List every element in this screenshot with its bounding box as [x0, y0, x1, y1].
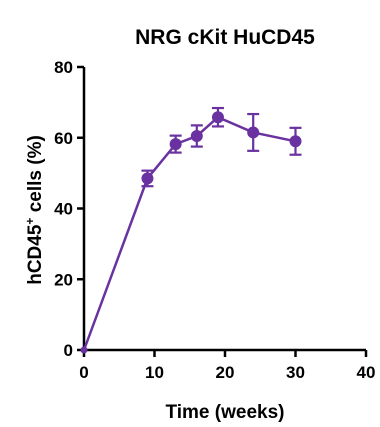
x-tick-label: 30	[286, 363, 305, 382]
data-point	[141, 172, 154, 185]
y-tick-label: 60	[54, 129, 73, 148]
axes: 0 20 40 60 80 0 10 20 30 40	[54, 58, 375, 382]
y-axis-title-sup: +	[23, 218, 37, 225]
x-tick-label: 0	[79, 363, 88, 382]
data-marks	[80, 106, 302, 354]
chart-title: NRG cKit HuCD45	[135, 26, 315, 49]
svg-text:hCD45+ cells (%): hCD45+ cells (%)	[23, 135, 46, 285]
data-point	[211, 111, 224, 124]
series-line	[82, 115, 296, 351]
y-tick-label: 80	[54, 58, 73, 77]
y-tick-label: 0	[64, 341, 73, 360]
y-tick-label: 20	[54, 270, 73, 289]
data-point	[289, 135, 302, 148]
data-point	[247, 126, 260, 139]
x-tick-label: 20	[216, 363, 235, 382]
y-axis-title: hCD45+ cells (%)	[23, 135, 46, 285]
x-tick-label: 40	[357, 363, 376, 382]
y-axis-title-main: hCD45	[25, 224, 46, 285]
y-axis-title-rest: cells (%)	[25, 135, 46, 217]
data-point	[169, 138, 182, 151]
data-point	[190, 129, 203, 142]
x-axis-title: Time (weeks)	[166, 402, 285, 423]
x-tick-label: 10	[145, 363, 164, 382]
data-point	[80, 346, 88, 354]
y-tick-label: 40	[54, 200, 73, 219]
